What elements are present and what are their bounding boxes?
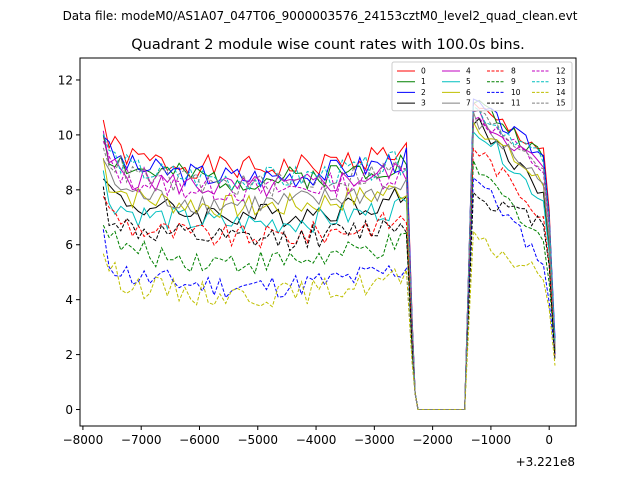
legend-label: 15 (556, 99, 566, 108)
y-axis: 0 2 4 6 8 10 12 (58, 73, 80, 417)
x-tick-label: −5000 (237, 433, 278, 447)
x-tick-label: −6000 (179, 433, 220, 447)
legend-label: 0 (421, 67, 426, 76)
series-line-7 (102, 111, 556, 410)
legend-label: 9 (511, 77, 516, 86)
chart-title: Quadrant 2 module wise count rates with … (131, 37, 525, 53)
legend-label: 4 (466, 67, 471, 76)
series-line-6 (102, 121, 556, 410)
legend-label: 6 (466, 88, 471, 97)
series-line-9 (102, 160, 556, 410)
series-layer (102, 98, 556, 410)
x-tick-label: −3000 (354, 433, 395, 447)
legend-label: 5 (466, 77, 471, 86)
series-line-14 (102, 229, 556, 410)
legend-label: 14 (556, 88, 566, 97)
series-line-8 (102, 147, 556, 410)
x-tick-label: −2000 (412, 433, 453, 447)
y-tick-label: 0 (65, 403, 73, 417)
series-line-12 (102, 116, 556, 410)
series-line-5 (102, 130, 556, 410)
x-tick-label: −4000 (296, 433, 337, 447)
legend-label: 2 (421, 88, 426, 97)
y-tick-label: 6 (65, 238, 73, 252)
x-tick-label: 0 (545, 433, 553, 447)
x-tick-label: −1000 (471, 433, 512, 447)
y-tick-label: 8 (65, 183, 73, 197)
axes-frame (79, 57, 577, 427)
legend-label: 10 (511, 88, 521, 97)
legend-frame (391, 61, 573, 112)
x-tick-label: −8000 (63, 433, 104, 447)
y-tick-label: 4 (65, 293, 73, 307)
y-tick-label: 2 (65, 348, 73, 362)
x-axis: −8000 −7000 −6000 −5000 −4000 −3000 −2000 −1000… (63, 426, 553, 447)
x-tick-label: −7000 (121, 433, 162, 447)
x-offset-label: +3.221e8 (516, 455, 575, 469)
series-line-13 (102, 105, 556, 410)
legend-label: 12 (556, 67, 566, 76)
series-line-3 (102, 117, 556, 410)
legend-label: 3 (421, 99, 426, 108)
legend-label: 7 (466, 99, 471, 108)
legend-label: 11 (511, 99, 521, 108)
y-tick-label: 12 (58, 73, 73, 87)
chart-suptitle: Data file: modeM0/AS1A07_047T06_90000035… (63, 9, 578, 23)
legend-label: 8 (511, 67, 516, 76)
series-line-11 (102, 186, 556, 410)
series-line-10 (102, 176, 556, 410)
legend-label: 13 (556, 77, 566, 86)
y-tick-label: 10 (58, 128, 73, 142)
legend-label: 1 (421, 77, 426, 86)
